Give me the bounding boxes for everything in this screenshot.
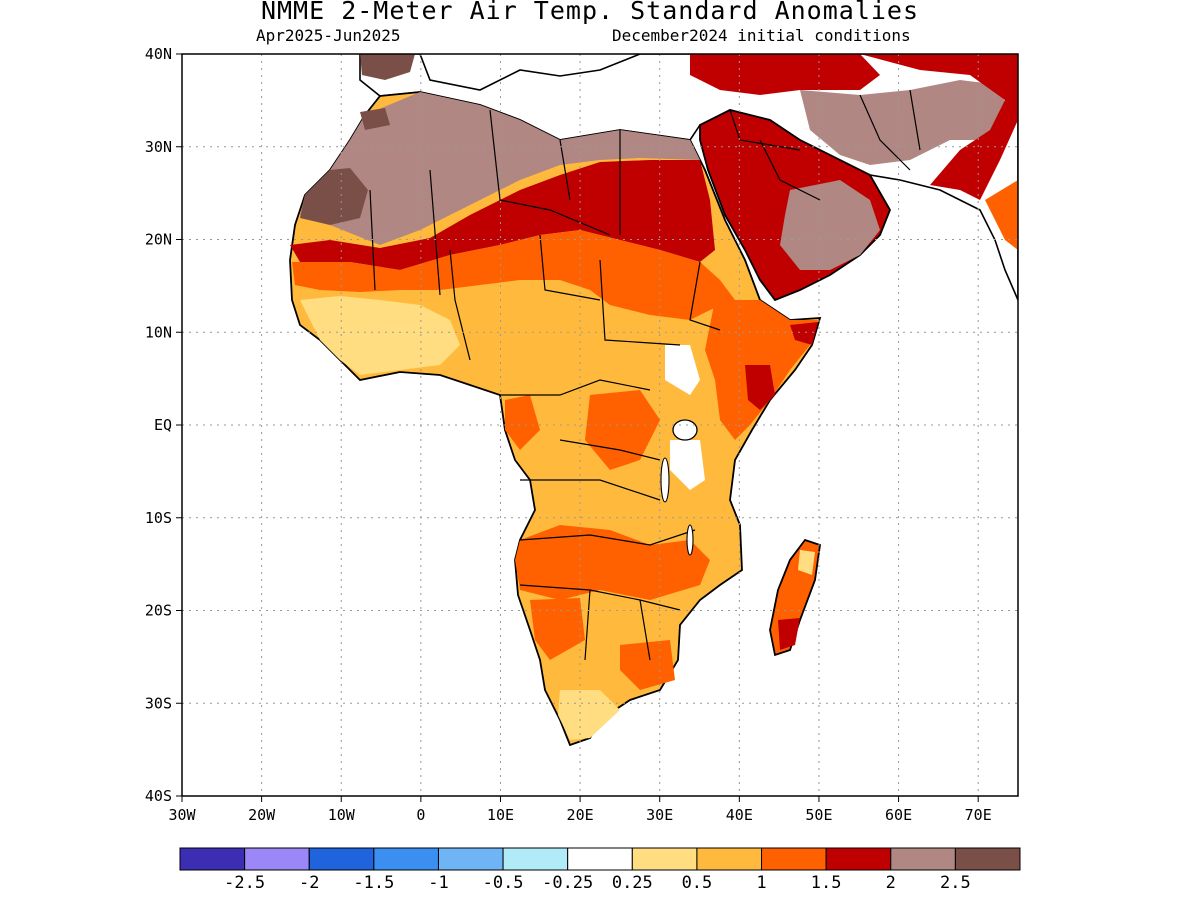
- colorbar-swatch: [631, 847, 698, 871]
- colorbar-label: -0.25: [542, 873, 593, 893]
- initial-conditions: December2024 initial conditions: [612, 26, 911, 45]
- west-sahara-extreme-zone: [300, 168, 368, 225]
- colorbar-label: 1: [756, 873, 766, 893]
- lon-label: 70E: [965, 806, 992, 824]
- colorbar-label: 1.5: [811, 873, 842, 893]
- somalia-red-patch: [790, 322, 818, 345]
- madagascar-red-patch: [778, 618, 800, 650]
- colorbar-swatch: [502, 847, 569, 871]
- colorbar: [179, 847, 1021, 871]
- colorbar-swatch: [308, 847, 375, 871]
- colorbar-swatch: [890, 847, 956, 871]
- west-africa-zone: [300, 296, 460, 375]
- lon-label: 30W: [168, 806, 196, 824]
- lon-label: 40E: [726, 806, 753, 824]
- tanzania-neutral-zone: [670, 440, 705, 490]
- colorbar-label: 0.5: [682, 873, 713, 893]
- gabon-orange-zone: [505, 395, 540, 450]
- lat-label: EQ: [154, 416, 172, 434]
- madagascar-light-patch: [798, 550, 815, 575]
- colorbar-label: 2.5: [940, 873, 971, 893]
- congo-orange-zone: [585, 390, 660, 470]
- lon-label: 50E: [805, 806, 832, 824]
- colorbar-label: -1.5: [353, 873, 394, 893]
- colorbar-swatch: [567, 847, 633, 871]
- forecast-period: Apr2025-Jun2025: [256, 26, 401, 45]
- namibia-orange-zone: [530, 598, 585, 660]
- axis-ticks: [176, 53, 979, 802]
- lon-label: 60E: [885, 806, 912, 824]
- lon-label: 20E: [567, 806, 594, 824]
- north-extreme-zone: [360, 54, 415, 80]
- lon-labels: 30W 20W 10W 0 10E 20E 30E 40E 50E 60E 70E: [168, 806, 991, 824]
- lat-labels: 40N 30N 20N 10N EQ 10S 20S 30S 40S: [145, 45, 172, 805]
- arabia-brown-zone: [780, 180, 880, 270]
- cape-light-zone: [558, 690, 620, 740]
- colorbar-label: -2.5: [224, 873, 265, 893]
- east-africa-neutral-zone: [665, 345, 700, 395]
- colorbar-label: -2: [299, 873, 319, 893]
- sahel-anomaly-zone: [290, 160, 715, 270]
- colorbar-labels: -2.5 -2 -1.5 -1 -0.5 -0.25 0.25 0.5 1 1.5 2 2.5: [224, 873, 971, 893]
- southern-africa-orange-zone: [515, 525, 710, 600]
- lat-label: 10S: [145, 509, 172, 527]
- colorbar-swatch: [954, 847, 1021, 871]
- lon-label: 0: [416, 806, 425, 824]
- lake-tanganyika: [660, 457, 670, 503]
- colorbar-swatch: [761, 847, 827, 871]
- central-asia-red-zone: [860, 54, 1018, 200]
- lat-label: 20N: [145, 231, 172, 249]
- india-orange-zone: [985, 180, 1018, 250]
- colorbar-label: -1: [428, 873, 448, 893]
- colorbar-swatch: [244, 847, 310, 871]
- anomaly-map: [289, 54, 1018, 747]
- colorbar-swatch: [437, 847, 504, 871]
- lon-label: 10E: [487, 806, 514, 824]
- map-title: NMME 2-Meter Air Temp. Standard Anomalie…: [260, 0, 920, 25]
- lon-label: 30E: [646, 806, 673, 824]
- lat-label: 30N: [145, 138, 172, 156]
- iran-brown-zone: [800, 80, 1010, 165]
- colorbar-swatch: [825, 847, 892, 871]
- lat-label: 40N: [145, 45, 172, 63]
- lon-label: 10W: [328, 806, 356, 824]
- lat-label: 10N: [145, 323, 172, 341]
- colorbar-label: 0.25: [612, 873, 653, 893]
- colorbar-swatch: [179, 847, 246, 871]
- sahel-orange-zone: [292, 230, 735, 320]
- mideast-red-zone: [690, 54, 880, 95]
- lat-label: 30S: [145, 694, 172, 712]
- gridlines: [182, 54, 1018, 796]
- colorbar-label: -0.5: [483, 873, 524, 893]
- colorbar-swatch: [373, 847, 439, 871]
- colorbar-label: 2: [886, 873, 896, 893]
- lat-label: 40S: [145, 787, 172, 805]
- south-africa-orange-zone: [620, 640, 675, 690]
- lat-label: 20S: [145, 602, 172, 620]
- lake-victoria: [672, 419, 698, 441]
- colorbar-swatch: [696, 847, 763, 871]
- sahara-anomaly-zone: [300, 92, 700, 245]
- horn-red-patch: [745, 365, 775, 410]
- tunisia-extreme-zone: [360, 108, 390, 130]
- lake-malawi: [686, 524, 694, 556]
- lon-label: 20W: [248, 806, 276, 824]
